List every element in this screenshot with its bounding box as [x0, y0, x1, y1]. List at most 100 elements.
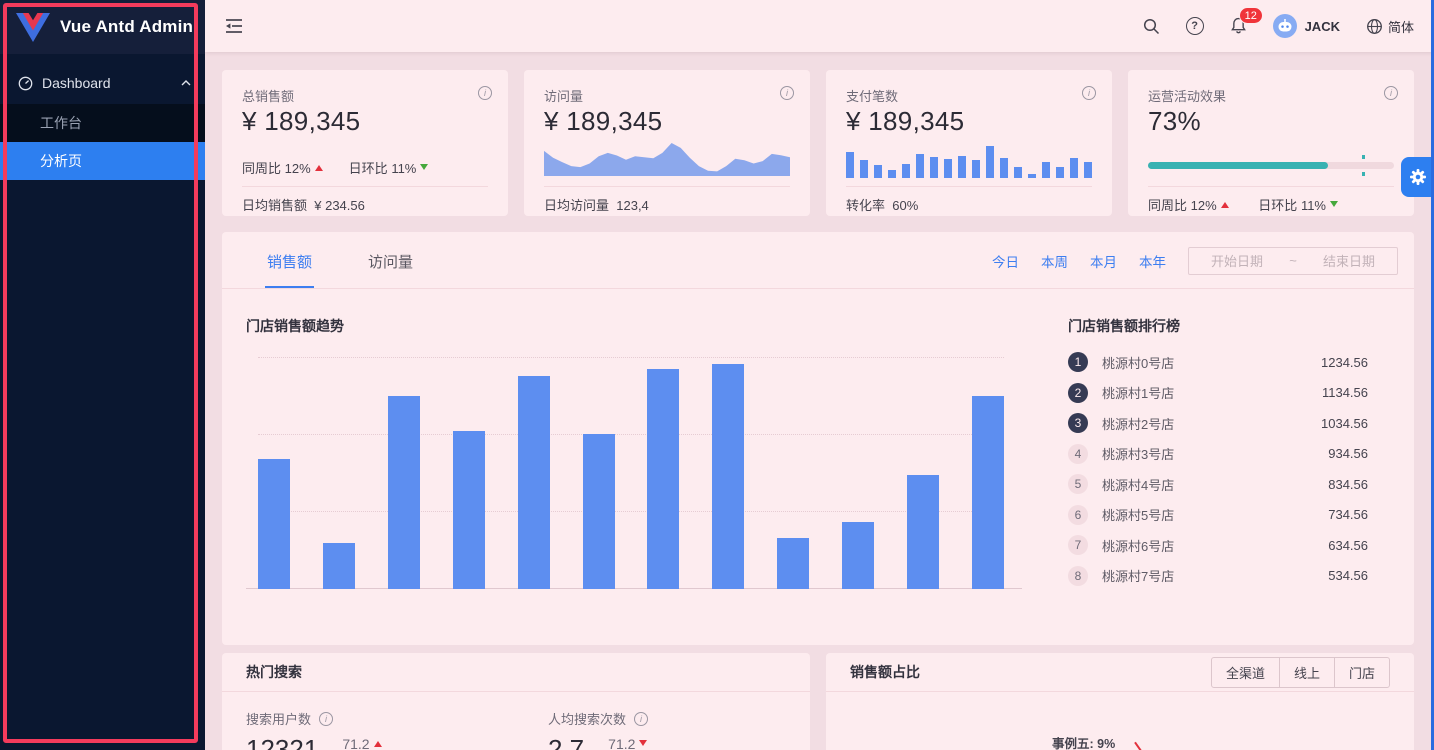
stat-value: 2.7 — [548, 734, 585, 750]
bar — [712, 363, 745, 589]
stat-card-total-sales: 总销售额 i ¥ 189,345 同周比 12% 日环比 11% 日均销售额 ¥… — [222, 70, 508, 216]
divider — [242, 186, 488, 187]
info-icon[interactable]: i — [478, 86, 492, 100]
date-range-picker[interactable]: 开始日期 ~ 结束日期 — [1188, 246, 1398, 275]
date-end-input[interactable]: 结束日期 — [1322, 254, 1375, 269]
rank-badge: 3 — [1068, 413, 1088, 433]
card-title: 访问量 — [544, 89, 584, 104]
user-name: JACK — [1304, 18, 1340, 34]
activity-progress-bar — [1148, 155, 1394, 176]
quick-range-link-1[interactable]: 本周 — [1041, 254, 1068, 270]
language-selector[interactable]: 简体 — [1366, 17, 1414, 36]
quick-range-links: 今日 本周 本月 本年 — [992, 251, 1166, 271]
card-value: 73% — [1148, 106, 1201, 136]
help-icon[interactable]: ? — [1185, 17, 1204, 35]
ranking-row: 2 桃源村1号店 1134.56 — [1068, 382, 1368, 403]
bar — [322, 542, 355, 589]
vue-logo-icon — [16, 12, 50, 42]
bar — [452, 431, 485, 589]
bar — [842, 521, 875, 589]
info-icon[interactable]: i — [1082, 86, 1096, 100]
rank-badge: 6 — [1068, 504, 1088, 525]
gridline — [258, 511, 1004, 512]
sidebar-item-analysis[interactable]: 分析页 — [0, 142, 205, 180]
bar — [582, 433, 615, 589]
sidebar-item-dashboard[interactable]: Dashboard — [0, 62, 205, 104]
tab-visits[interactable]: 访问量 — [368, 254, 414, 271]
bar — [860, 160, 868, 178]
tab-sales[interactable]: 销售额 — [265, 251, 315, 288]
right-edge-highlight-line — [1431, 0, 1434, 750]
app-title: Vue Antd Admin — [60, 17, 194, 36]
bar — [647, 368, 680, 589]
bar — [916, 154, 924, 178]
ranking-row: 8 桃源村7号店 534.56 — [1068, 565, 1368, 586]
store-name: 桃源村0号店 — [1102, 355, 1175, 371]
ranking-row: 4 桃源村3号店 934.56 — [1068, 443, 1368, 464]
rank-badge: 4 — [1068, 443, 1088, 464]
bar — [1042, 161, 1050, 178]
store-value: 1134.56 — [1321, 385, 1368, 400]
menu-fold-icon[interactable] — [225, 18, 244, 34]
rank-badge: 7 — [1068, 535, 1088, 555]
visits-mini-area-chart — [544, 143, 790, 176]
bar — [944, 159, 952, 178]
app-logo[interactable]: Vue Antd Admin — [0, 0, 205, 54]
chart-title: 门店销售额趋势 — [246, 318, 344, 334]
channel-button-0[interactable]: 全渠道 — [1225, 665, 1265, 681]
channel-button-2[interactable]: 门店 — [1333, 657, 1389, 687]
bar — [874, 165, 882, 178]
bar — [1000, 157, 1008, 178]
store-name: 桃源村1号店 — [1102, 386, 1175, 401]
dashboard-submenu: 工作台 分析页 — [0, 104, 205, 180]
progress-fill — [1148, 162, 1328, 169]
store-value: 934.56 — [1328, 446, 1368, 461]
bar — [1028, 173, 1036, 178]
store-sales-bar-chart — [246, 357, 1022, 589]
stat-card-visits: 访问量 i ¥ 189,345 日均访问量 123,4 — [524, 70, 810, 216]
sidebar-item-label: 分析页 — [40, 153, 82, 169]
card-header: 销售额占比 全渠道 线上 门店 — [826, 653, 1414, 692]
quick-range-link-3[interactable]: 本年 — [1139, 254, 1166, 270]
rank-badge: 8 — [1068, 565, 1088, 586]
info-icon[interactable]: i — [1384, 86, 1398, 100]
pie-slice-label: 事例五: 9% — [1052, 737, 1116, 750]
top-header: ? 12 JACK — [205, 0, 1434, 52]
search-icon[interactable] — [1143, 18, 1160, 35]
info-icon[interactable]: i — [780, 86, 794, 100]
bar — [517, 375, 550, 589]
quick-range-link-2[interactable]: 本月 — [1090, 254, 1117, 270]
card-title: 支付笔数 — [846, 89, 899, 104]
card-header: 热门搜索 — [222, 653, 810, 692]
bar — [387, 396, 420, 589]
store-name: 桃源村6号店 — [1102, 538, 1175, 554]
sidebar: Vue Antd Admin Dashboard 工作台 分析页 — [0, 0, 205, 750]
bar — [1056, 167, 1064, 178]
card-title: 销售额占比 — [850, 664, 920, 680]
store-name: 桃源村2号店 — [1102, 416, 1175, 432]
stat-value: 12321 — [246, 734, 319, 750]
caret-up-icon — [373, 741, 382, 747]
info-icon[interactable]: i — [634, 711, 649, 726]
payments-mini-bar-chart — [846, 142, 1092, 178]
progress-target-marker — [1362, 155, 1365, 159]
info-icon[interactable]: i — [319, 711, 334, 726]
rank-badge: 5 — [1068, 474, 1088, 494]
progress-target-marker — [1362, 172, 1365, 176]
notifications-bell-icon[interactable]: 12 — [1230, 7, 1263, 35]
ranking-row: 6 桃源村5号店 734.56 — [1068, 504, 1368, 525]
date-start-input[interactable]: 开始日期 — [1210, 254, 1263, 269]
stat-card-activity: 运营活动效果 i 73% 同周比 12% 日环比 11% — [1128, 70, 1414, 216]
settings-gear-button[interactable] — [1401, 157, 1434, 197]
sidebar-item-workbench[interactable]: 工作台 — [0, 104, 205, 142]
bar — [1070, 157, 1078, 178]
quick-range-link-0[interactable]: 今日 — [992, 254, 1019, 270]
bar — [846, 152, 854, 178]
bar — [930, 157, 938, 178]
range-controls: 今日 本周 本月 本年 开始日期 ~ 结束日期 — [992, 232, 1398, 289]
card-footer: 日均访问量 123,4 — [544, 198, 649, 213]
user-menu[interactable]: JACK — [1272, 14, 1340, 38]
channel-button-1[interactable]: 线上 — [1278, 657, 1334, 687]
card-value: ¥ 189,345 — [846, 106, 965, 136]
divider — [1148, 186, 1394, 187]
